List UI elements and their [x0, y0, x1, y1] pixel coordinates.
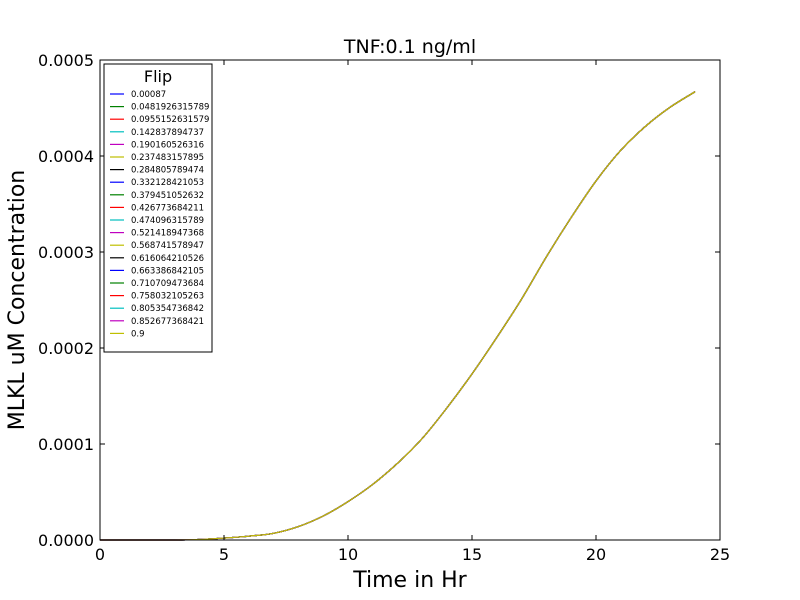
- legend-label: 0.710709473684: [131, 279, 204, 289]
- legend-label: 0.237483157895: [131, 153, 204, 163]
- y-tick-label: 0.0002: [38, 339, 94, 358]
- legend-label: 0.142837894737: [131, 128, 204, 138]
- legend-label: 0.852677368421: [131, 317, 204, 327]
- legend-label: 0.0955152631579: [131, 115, 209, 125]
- legend-label: 0.474096315789: [131, 216, 204, 226]
- legend-label: 0.190160526316: [131, 140, 204, 150]
- y-tick-label: 0.0000: [38, 531, 94, 550]
- legend-label: 0.284805789474: [131, 166, 204, 176]
- y-tick-label: 0.0003: [38, 243, 94, 262]
- legend-label: 0.568741578947: [131, 241, 204, 251]
- legend-label: 0.758032105263: [131, 292, 204, 302]
- x-tick-label: 10: [338, 545, 358, 564]
- legend-label: 0.663386842105: [131, 266, 204, 276]
- legend-label: 0.379451052632: [131, 191, 204, 201]
- x-tick-label: 20: [586, 545, 606, 564]
- legend-label: 0.426773684211: [131, 203, 204, 213]
- legend-label: 0.0481926315789: [131, 103, 209, 113]
- y-axis-title: MLKL uM Concentration: [5, 170, 30, 430]
- x-tick-label: 5: [219, 545, 229, 564]
- x-axis-title: Time in Hr: [352, 568, 467, 593]
- x-tick-label: 15: [462, 545, 482, 564]
- plot-frame: [99, 59, 721, 541]
- legend-label: 0.332128421053: [131, 178, 204, 188]
- legend-label: 0.616064210526: [131, 254, 204, 264]
- y-tick-label: 0.0004: [38, 147, 94, 166]
- legend-label: 0.00087: [131, 90, 166, 100]
- y-tick-label: 0.0001: [38, 435, 94, 454]
- legend-entries: 0.00087 0.0481926315789 0.0955152631579 0.1…: [110, 90, 209, 339]
- x-tick-label: 25: [710, 545, 730, 564]
- chart-title: TNF:0.1 ng/ml: [343, 36, 476, 58]
- legend-label: 0.9: [131, 329, 145, 339]
- legend-label: 0.521418947368: [131, 229, 204, 239]
- x-tick-label: 0: [95, 545, 105, 564]
- y-tick-label: 0.0005: [38, 51, 94, 70]
- legend-title: Flip: [144, 67, 172, 86]
- ticks-layer: 0 5 10 15 20 25 0.0000 0.0001 0.0002 0.0003 0.0004…: [38, 51, 730, 564]
- legend: Flip 0.00087 0.0481926315789 0.09551526315…: [103, 63, 213, 353]
- legend-box: [103, 63, 213, 353]
- legend-label: 0.805354736842: [131, 304, 204, 314]
